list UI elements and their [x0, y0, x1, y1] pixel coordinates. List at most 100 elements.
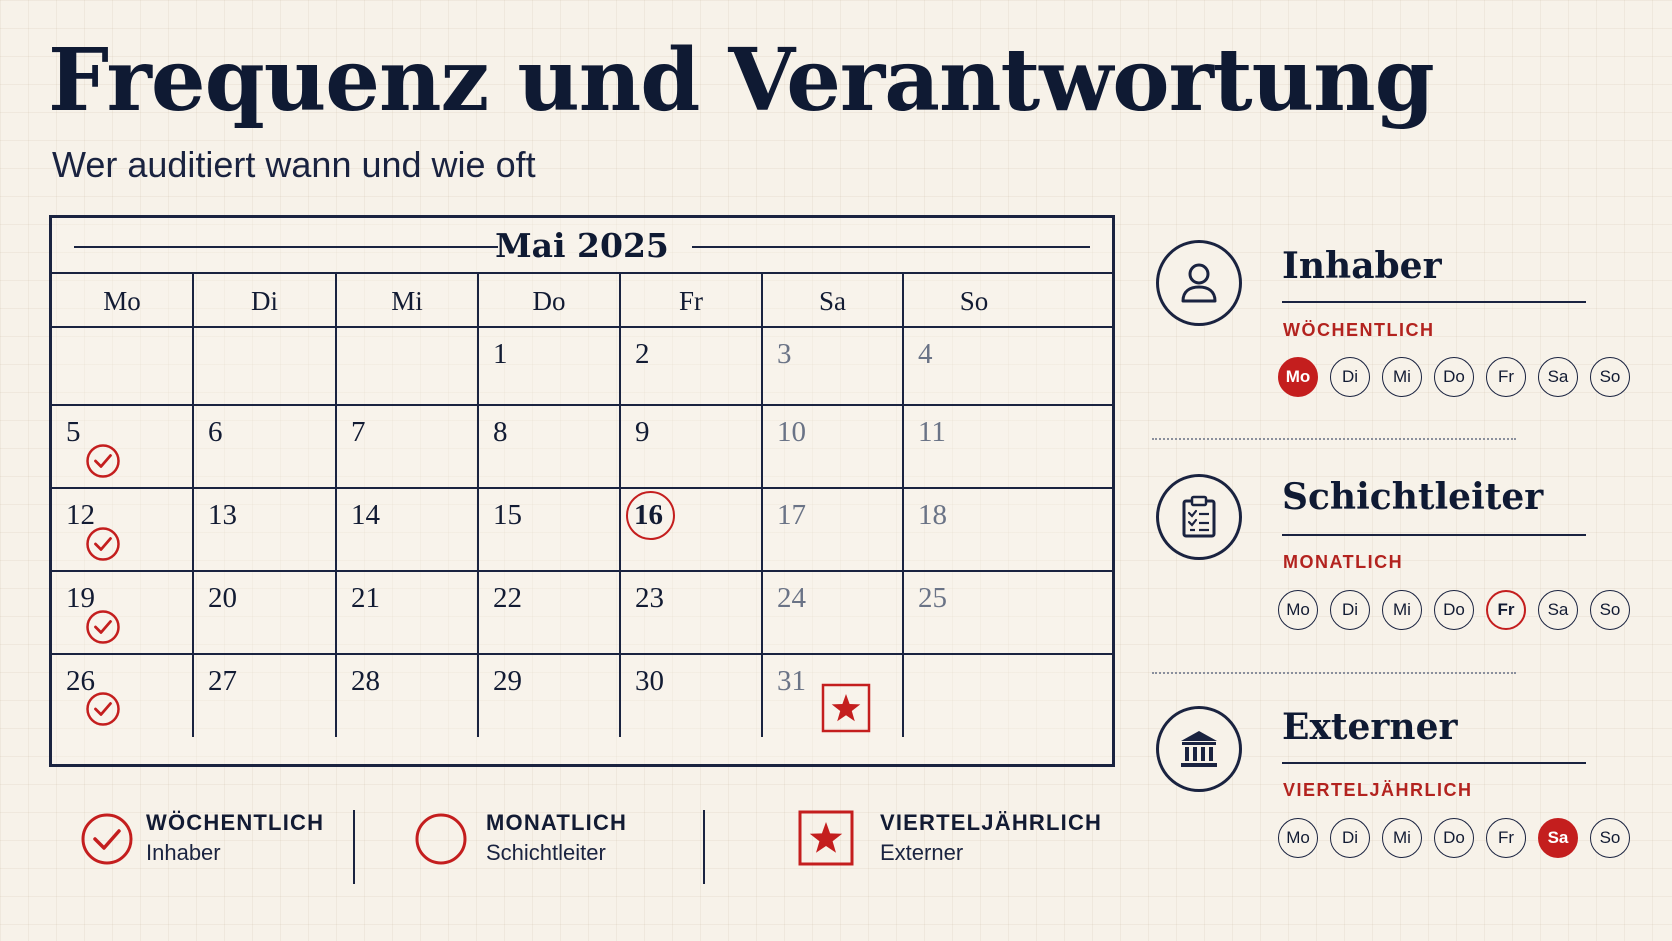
weekday-chip-sa[interactable]: Sa	[1538, 590, 1578, 630]
legend-item-quarterly: VIERTELJÄHRLICH Externer	[798, 810, 1101, 880]
weekday-chip-fr[interactable]: Fr	[1486, 590, 1526, 630]
role-card-schichtleiter: Schichtleiter MONATLICH Mo Di Mi Do Fr Sa So	[1156, 474, 1636, 644]
day-number: 7	[351, 416, 366, 448]
day-number: 14	[351, 499, 380, 531]
weekday-chip-sa[interactable]: Sa	[1538, 818, 1578, 858]
role-rule	[1282, 534, 1586, 536]
calendar-header: Mai 2025	[52, 218, 1112, 274]
role-icon-wrap	[1156, 706, 1242, 792]
calendar-month-label: Mai 2025	[495, 226, 669, 265]
calendar-day-cell[interactable]: 23	[621, 572, 763, 653]
role-frequency: MONATLICH	[1283, 552, 1404, 572]
circle-icon	[415, 813, 467, 865]
weekday-chip-so[interactable]: So	[1590, 818, 1630, 858]
weekday-selector: Mo Di Mi Do Fr Sa So	[1278, 818, 1630, 858]
day-number: 16	[634, 499, 663, 531]
day-number: 23	[635, 582, 664, 614]
role-frequency: VIERTELJÄHRLICH	[1283, 780, 1473, 800]
calendar-day-cell[interactable]: 20	[194, 572, 337, 653]
legend: WÖCHENTLICH Inhaber MONATLICH Schichtlei…	[80, 810, 1101, 890]
weekday-chip-mo[interactable]: Mo	[1278, 590, 1318, 630]
calendar-day-cell[interactable]: 1	[479, 328, 621, 404]
calendar-day-cell[interactable]: 22	[479, 572, 621, 653]
calendar-day-cell[interactable]: 10	[763, 406, 904, 487]
institution-icon	[1181, 731, 1217, 767]
calendar-day-cell[interactable]: 17	[763, 489, 904, 570]
role-frequency: WÖCHENTLICH	[1283, 320, 1435, 340]
weekday-chip-mi[interactable]: Mi	[1382, 357, 1422, 397]
calendar-day-cell[interactable]: 12	[52, 489, 194, 570]
calendar-day-cell[interactable]: 26	[52, 655, 194, 737]
weekday-chip-do[interactable]: Do	[1434, 818, 1474, 858]
monthly-audit-marker	[626, 491, 675, 540]
legend-role: Schichtleiter	[486, 840, 606, 865]
weekday-chip-fr[interactable]: Fr	[1486, 357, 1526, 397]
weekday-header: Fr	[621, 274, 763, 326]
star-box-icon	[798, 810, 854, 866]
calendar-day-cell[interactable]: 2	[621, 328, 763, 404]
calendar-day-cell[interactable]: 13	[194, 489, 337, 570]
weekday-chip-sa[interactable]: Sa	[1538, 357, 1578, 397]
calendar-day-cell[interactable]: 6	[194, 406, 337, 487]
day-number: 9	[635, 416, 650, 448]
calendar-day-cell[interactable]: 29	[479, 655, 621, 737]
calendar-day-cell[interactable]: 3	[763, 328, 904, 404]
weekday-chip-mo[interactable]: Mo	[1278, 357, 1318, 397]
role-rule	[1282, 762, 1586, 764]
day-number: 12	[66, 499, 95, 531]
calendar-day-cell[interactable]: 30	[621, 655, 763, 737]
legend-role: Inhaber	[146, 840, 221, 865]
weekly-audit-check-icon	[86, 527, 120, 561]
legend-item-weekly: WÖCHENTLICH Inhaber	[80, 810, 340, 880]
calendar-day-cell[interactable]: 27	[194, 655, 337, 737]
weekday-chip-mo[interactable]: Mo	[1278, 818, 1318, 858]
quarterly-audit-star-icon	[821, 683, 871, 733]
calendar-day-cell[interactable]: 28	[337, 655, 479, 737]
weekday-selector: Mo Di Mi Do Fr Sa So	[1278, 590, 1630, 630]
calendar-day-cell[interactable]: 5	[52, 406, 194, 487]
day-number: 25	[918, 582, 947, 614]
weekday-chip-di[interactable]: Di	[1330, 818, 1370, 858]
header-rule-left	[74, 246, 498, 248]
role-icon-wrap	[1156, 474, 1242, 560]
section-divider	[1152, 438, 1516, 440]
calendar-day-cell[interactable]: 21	[337, 572, 479, 653]
day-number: 1	[493, 338, 508, 370]
weekday-chip-mi[interactable]: Mi	[1382, 818, 1422, 858]
calendar-day-cell[interactable]: 4	[904, 328, 1044, 404]
weekday-chip-mi[interactable]: Mi	[1382, 590, 1422, 630]
calendar-day-cell[interactable]: 15	[479, 489, 621, 570]
calendar-day-cell[interactable]: 25	[904, 572, 1044, 653]
calendar-day-cell[interactable]: 31	[763, 655, 904, 737]
calendar-week-row: 19 20 21 22 23 24 25	[52, 572, 1112, 655]
weekly-audit-check-icon	[86, 692, 120, 726]
role-name: Inhaber	[1282, 245, 1442, 287]
weekday-chip-so[interactable]: So	[1590, 590, 1630, 630]
calendar-week-row: 26 27 28 29 30 31	[52, 655, 1112, 737]
calendar-day-cell[interactable]: 14	[337, 489, 479, 570]
calendar-day-cell[interactable]: 16	[621, 489, 763, 570]
calendar-day-cell[interactable]: 18	[904, 489, 1044, 570]
weekday-chip-so[interactable]: So	[1590, 357, 1630, 397]
day-number: 29	[493, 665, 522, 697]
weekday-chip-di[interactable]: Di	[1330, 357, 1370, 397]
calendar-day-cell[interactable]: 9	[621, 406, 763, 487]
calendar-day-cell[interactable]: 19	[52, 572, 194, 653]
calendar-day-cell[interactable]: 24	[763, 572, 904, 653]
calendar-week-row: 5 6 7 8 9 10 11	[52, 406, 1112, 489]
weekday-header: Di	[194, 274, 337, 326]
weekday-header: Mo	[52, 274, 194, 326]
weekday-chip-do[interactable]: Do	[1434, 590, 1474, 630]
weekday-chip-di[interactable]: Di	[1330, 590, 1370, 630]
weekday-chip-fr[interactable]: Fr	[1486, 818, 1526, 858]
calendar-day-cell[interactable]: 8	[479, 406, 621, 487]
day-number: 5	[66, 416, 81, 448]
calendar-day-cell[interactable]: 11	[904, 406, 1044, 487]
calendar-grid: Mo Di Mi Do Fr Sa So 1 2 3 4 5 6 7 8 9 10 11 12 13 14 15 16 17 1…	[52, 274, 1112, 737]
weekday-chip-do[interactable]: Do	[1434, 357, 1474, 397]
calendar-day-cell[interactable]: 7	[337, 406, 479, 487]
legend-item-monthly: MONATLICH Schichtleiter	[414, 810, 674, 880]
weekday-header: Sa	[763, 274, 904, 326]
legend-divider	[703, 810, 705, 884]
role-rule	[1282, 301, 1586, 303]
